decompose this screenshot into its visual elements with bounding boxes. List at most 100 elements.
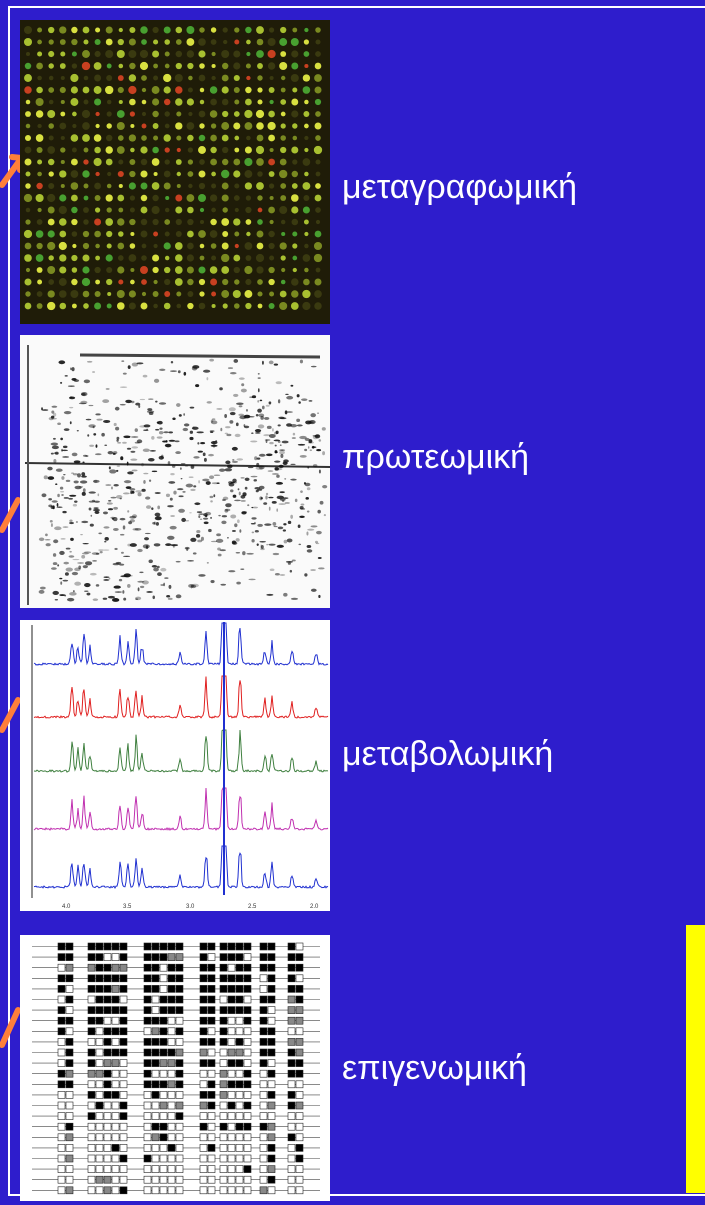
nmr-tick-2: 3.5 [123,904,132,910]
array-spot [140,158,148,166]
gel-spot [168,439,176,442]
array-spot [223,39,228,45]
array-spot [257,63,263,69]
gel-spot [114,547,118,551]
methyl-cell [235,1144,244,1152]
methyl-cell [267,1091,276,1099]
array-spot [256,134,264,142]
gel-spot [128,436,131,438]
gel-spot [178,508,185,513]
methyl-cell [175,1112,184,1120]
gel-spot [127,583,131,588]
gel-spot [211,418,216,421]
gel-spot [205,481,211,485]
array-spot [186,266,194,274]
methyl-cell [119,1165,128,1173]
array-spot [186,254,195,262]
array-spot [222,278,229,286]
methyl-cell [57,1027,66,1036]
array-spot [128,254,137,262]
gel-spot [259,399,263,402]
gel-spot [81,552,89,555]
gel-spot [219,387,223,391]
gel-spot [209,358,214,362]
gel-spot [231,446,238,451]
gel-spot [119,533,125,536]
array-spot [60,159,65,165]
gel-spot [59,550,65,556]
array-spot [70,170,79,178]
gel-spots [24,345,330,605]
gel-spot [105,388,110,390]
array-spot [106,207,112,213]
methyl-cell [151,1154,160,1163]
gel-spot [83,551,92,554]
gel-spot [89,572,97,576]
methyl-cell [65,1101,74,1110]
methyl-cell [267,985,276,993]
methyl-cell [159,1091,168,1099]
gel-spot [84,590,89,592]
array-spot [164,219,171,225]
methyl-cell [159,1133,168,1142]
array-spot [256,242,264,250]
methyl-cell [103,985,112,993]
methyl-cell [175,974,184,983]
array-spot [210,27,217,33]
methyl-cell [175,985,184,993]
array-spot [83,195,89,201]
gel-spot [51,410,55,414]
methyl-cell [295,1144,304,1152]
array-spot [23,25,33,35]
array-spot [35,193,44,203]
gel-spot [60,491,65,493]
array-spot [23,193,33,203]
array-spot [221,134,229,142]
array-spot [47,110,56,118]
label-epigenomics: επιγενωμική [342,1049,527,1087]
gel-spot [206,401,212,404]
gel-spot [158,402,167,405]
gel-spot [286,423,292,427]
array-spot [83,183,89,189]
methyl-cell [119,1112,128,1120]
methyl-cell [65,1154,74,1163]
gel-spot [60,437,63,441]
methyl-cell [227,1069,236,1078]
gel-spot [151,470,158,473]
array-spot [129,170,136,178]
array-spot [198,38,206,46]
gel-spot [105,484,112,486]
methyl-cell [287,1154,296,1163]
array-spot [163,170,171,178]
methyl-cell [219,1038,228,1046]
methyl-cell [119,985,128,993]
array-spot [302,182,311,190]
gel-spot [244,486,248,490]
methyl-cell [111,1048,120,1057]
gel-spot [241,511,247,515]
methyl-cell [219,1122,228,1131]
array-spot [221,122,230,130]
methyl-cell [159,942,168,951]
array-spot [163,182,171,190]
gel-spot [196,431,204,434]
array-spot [25,267,31,273]
gel-spot [131,362,139,367]
methyl-cell [159,1038,168,1046]
gel-spot [113,585,121,589]
array-spot [175,39,182,45]
array-spot [153,75,159,81]
methyl-cell [235,1006,244,1014]
methyl-cell [207,974,216,983]
array-spot [106,111,112,117]
array-spot [164,39,170,45]
array-spot [106,123,112,129]
array-spot [304,171,309,177]
gel-spot [254,487,261,490]
methyl-cell [259,1016,268,1025]
gel-spot [182,427,189,432]
array-spot [187,206,194,214]
array-spot [140,266,148,274]
array-spot [141,291,147,297]
